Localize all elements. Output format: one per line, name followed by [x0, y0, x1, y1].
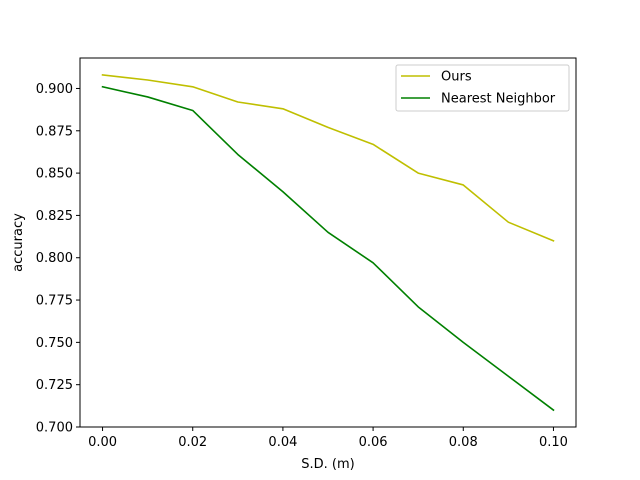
x-tick-label: 0.00	[88, 435, 117, 450]
axis-ticks: 0.00 0.02 0.04 0.06 0.08 0.10 0.700 0.725 0.750 0…	[36, 82, 568, 450]
y-tick-label: 0.700	[36, 421, 73, 436]
y-tick-label: 0.800	[36, 251, 73, 266]
x-tick-label: 0.02	[178, 435, 207, 450]
series-line-1	[101, 85, 555, 412]
y-axis-label: accuracy	[11, 213, 26, 272]
y-tick-label: 0.900	[36, 82, 73, 97]
plot-frame	[79, 57, 577, 428]
x-axis-label: S.D. (m)	[301, 457, 354, 472]
legend-label-1: Nearest Neighbor	[441, 92, 556, 107]
y-tick-label: 0.775	[36, 294, 73, 309]
x-tick-label: 0.06	[359, 435, 388, 450]
legend-box	[395, 64, 570, 112]
x-tick-label: 0.08	[449, 435, 478, 450]
legend: Ours Nearest Neighbor	[395, 64, 570, 112]
x-tick-label: 0.10	[539, 435, 568, 450]
y-tick-label: 0.850	[36, 167, 73, 182]
y-tick-label: 0.875	[36, 124, 73, 139]
x-tick-label: 0.04	[268, 435, 297, 450]
y-tick-label: 0.750	[36, 336, 73, 351]
series-lines	[101, 74, 555, 412]
y-tick-label: 0.725	[36, 378, 73, 393]
legend-label-0: Ours	[441, 70, 472, 85]
series-line-0	[101, 74, 555, 242]
y-tick-label: 0.825	[36, 209, 73, 224]
